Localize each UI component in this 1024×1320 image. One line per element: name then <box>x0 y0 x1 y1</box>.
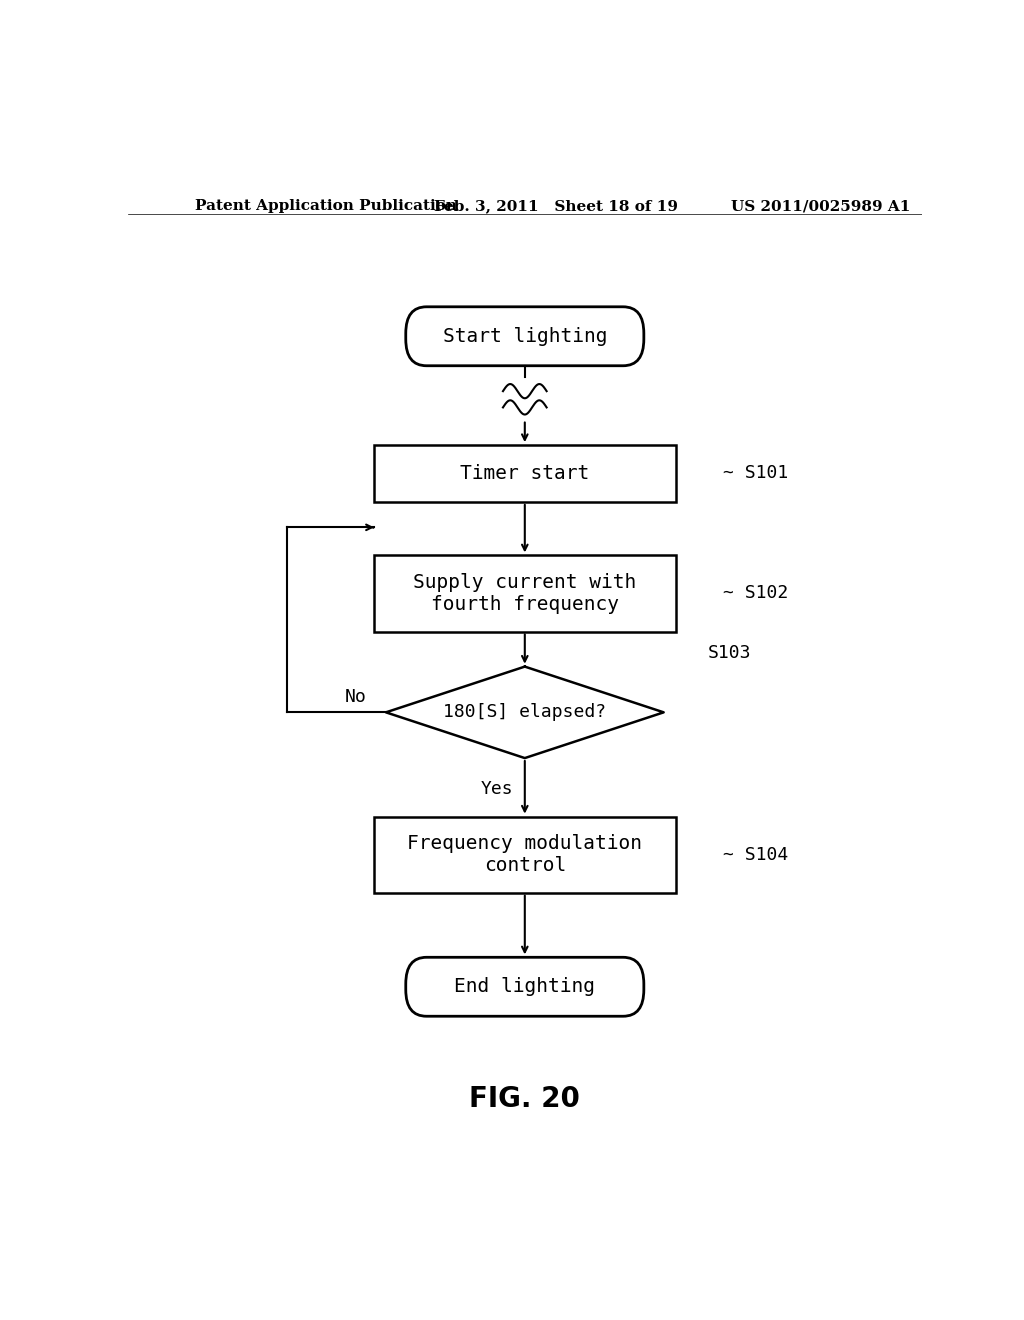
Text: Supply current with
fourth frequency: Supply current with fourth frequency <box>413 573 637 614</box>
Text: Timer start: Timer start <box>460 465 590 483</box>
Bar <box>374 556 676 631</box>
Text: Feb. 3, 2011   Sheet 18 of 19: Feb. 3, 2011 Sheet 18 of 19 <box>433 199 678 213</box>
Bar <box>374 817 676 892</box>
Polygon shape <box>386 667 664 758</box>
Text: Frequency modulation
control: Frequency modulation control <box>408 834 642 875</box>
Bar <box>374 445 676 502</box>
FancyBboxPatch shape <box>406 306 644 366</box>
Text: S103: S103 <box>708 644 751 661</box>
Text: 180[S] elapsed?: 180[S] elapsed? <box>443 704 606 721</box>
FancyBboxPatch shape <box>406 957 644 1016</box>
Text: Patent Application Publication: Patent Application Publication <box>196 199 458 213</box>
Text: ~ S102: ~ S102 <box>723 585 788 602</box>
Text: US 2011/0025989 A1: US 2011/0025989 A1 <box>731 199 910 213</box>
Text: ~ S101: ~ S101 <box>723 465 788 483</box>
Text: End lighting: End lighting <box>455 977 595 997</box>
Text: FIG. 20: FIG. 20 <box>469 1085 581 1113</box>
Text: Start lighting: Start lighting <box>442 327 607 346</box>
Text: ~ S104: ~ S104 <box>723 846 788 863</box>
Text: No: No <box>344 688 367 706</box>
Text: Yes: Yes <box>481 780 514 799</box>
